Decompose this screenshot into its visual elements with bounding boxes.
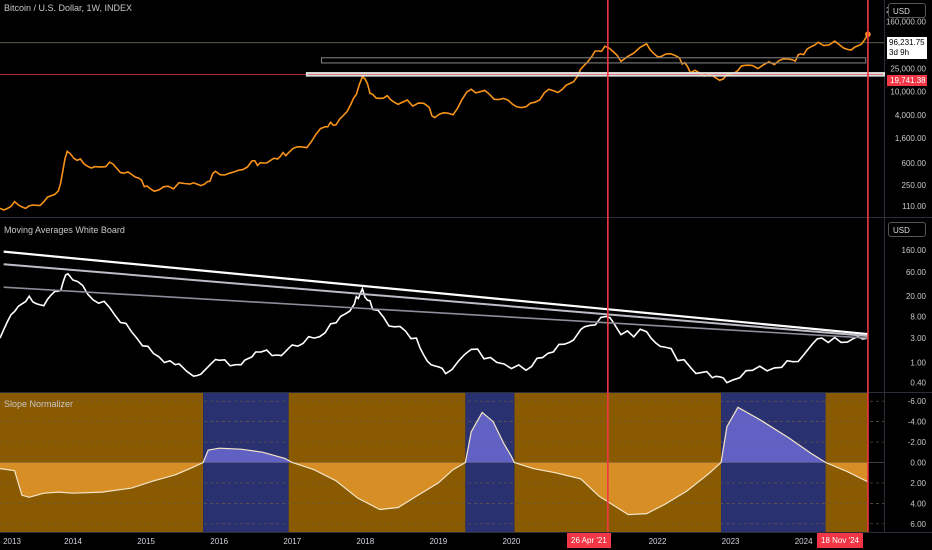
trend-line bbox=[3, 250, 869, 336]
y-tick-label: 0.40 bbox=[910, 379, 926, 388]
y-tick-label: 110.00 bbox=[902, 202, 926, 211]
x-tick-label: 2019 bbox=[429, 537, 447, 546]
y-tick-label: 60.00 bbox=[906, 268, 927, 277]
last-price-value: 96,231.75 bbox=[889, 38, 925, 47]
trend-line bbox=[3, 263, 869, 337]
x-tick-label: 2017 bbox=[283, 537, 301, 546]
support-box bbox=[305, 72, 886, 77]
price-line bbox=[0, 33, 869, 211]
y-tick-label: 1.00 bbox=[910, 358, 926, 367]
range-box bbox=[320, 57, 867, 64]
slope-normalizer-title: Slope Normalizer bbox=[4, 399, 74, 409]
y-tick-label: 4.00 bbox=[910, 499, 926, 508]
symbol-title: Bitcoin / U.S. Dollar, 1W, INDEX bbox=[4, 3, 133, 13]
y-tick-label: 20.00 bbox=[906, 292, 927, 301]
x-tick-label: 2024 bbox=[795, 537, 813, 546]
x-tick-label: 2022 bbox=[649, 537, 667, 546]
y-tick-label: -4.00 bbox=[908, 418, 927, 427]
moving-averages-title: Moving Averages White Board bbox=[4, 225, 125, 235]
bar-countdown: 3d 9h bbox=[889, 48, 910, 57]
y-tick-label: 250.00 bbox=[902, 181, 927, 190]
y-tick-label: -6.00 bbox=[908, 397, 927, 406]
y-tick-label: 2.00 bbox=[910, 479, 926, 488]
y-tick-label: -2.00 bbox=[908, 438, 927, 447]
x-tick-label: 2014 bbox=[64, 537, 82, 546]
trend-line bbox=[3, 286, 868, 339]
horizontal-level-label: 19,741.38 bbox=[887, 75, 927, 86]
x-tick-label: 2020 bbox=[503, 537, 521, 546]
y-tick-label: 160,000.00 bbox=[886, 17, 927, 26]
ratio-line bbox=[0, 272, 869, 384]
oscillator-positive-area bbox=[0, 462, 868, 515]
y-tick-label: 0.00 bbox=[910, 459, 926, 468]
x-tick-label: 2013 bbox=[3, 537, 21, 546]
pane2-currency-button[interactable]: USD bbox=[888, 222, 926, 237]
y-tick-label: 600.00 bbox=[902, 159, 927, 168]
x-tick-label: 2015 bbox=[137, 537, 155, 546]
y-tick-label: 6.00 bbox=[910, 520, 926, 529]
y-tick-label: 10,000.00 bbox=[890, 88, 926, 97]
marker-date-label-2: 18 Nov '24 bbox=[817, 533, 863, 548]
last-price-label: 96,231.75 3d 9h bbox=[887, 37, 927, 59]
marker-date-label-1: 26 Apr '21 bbox=[567, 533, 611, 548]
x-tick-label: 2018 bbox=[356, 537, 374, 546]
y-tick-label: 1,600.00 bbox=[895, 134, 927, 143]
currency-button[interactable]: USD bbox=[888, 3, 926, 18]
y-tick-label: 8.00 bbox=[910, 312, 926, 321]
oscillator-line bbox=[0, 406, 869, 516]
y-tick-label: 4,000.00 bbox=[895, 111, 927, 120]
x-tick-label: 2023 bbox=[722, 537, 740, 546]
x-tick-label: 2016 bbox=[210, 537, 228, 546]
y-tick-label: 25,000.00 bbox=[890, 64, 926, 73]
y-tick-label: 3.00 bbox=[910, 334, 926, 343]
y-tick-label: 160.00 bbox=[902, 246, 927, 255]
